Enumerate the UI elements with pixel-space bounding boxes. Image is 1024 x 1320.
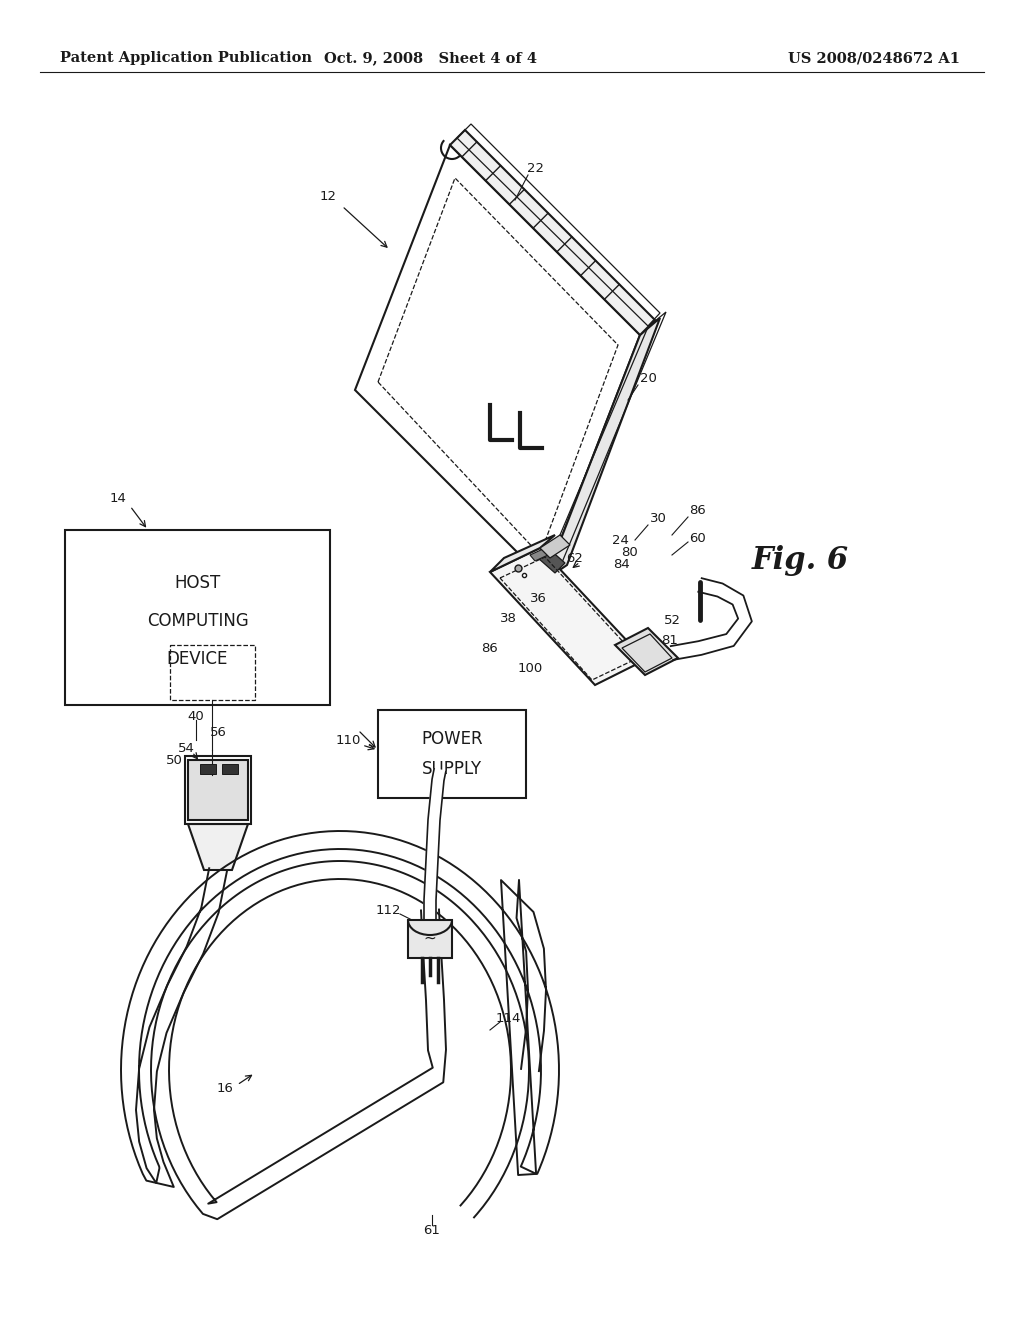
Text: 100: 100 — [517, 661, 543, 675]
Polygon shape — [424, 768, 445, 920]
Polygon shape — [545, 318, 660, 579]
Text: 30: 30 — [649, 511, 667, 524]
Text: 16: 16 — [216, 1081, 233, 1094]
Polygon shape — [355, 145, 640, 579]
Text: Oct. 9, 2008   Sheet 4 of 4: Oct. 9, 2008 Sheet 4 of 4 — [324, 51, 537, 65]
Text: 20: 20 — [640, 371, 656, 384]
Text: 36: 36 — [529, 591, 547, 605]
Polygon shape — [538, 548, 565, 573]
Text: 80: 80 — [622, 546, 638, 560]
Text: Patent Application Publication: Patent Application Publication — [60, 51, 312, 65]
Polygon shape — [490, 535, 555, 572]
Text: COMPUTING: COMPUTING — [146, 612, 249, 630]
Text: ~: ~ — [424, 931, 436, 945]
Text: 81: 81 — [662, 634, 679, 647]
Polygon shape — [121, 832, 559, 1187]
Text: SUPPLY: SUPPLY — [422, 760, 482, 777]
Text: 52: 52 — [664, 614, 681, 627]
Polygon shape — [490, 548, 645, 685]
Text: 112: 112 — [375, 903, 400, 916]
Bar — [200, 764, 216, 774]
Polygon shape — [540, 535, 570, 558]
Polygon shape — [530, 549, 548, 561]
Text: DEVICE: DEVICE — [167, 651, 228, 668]
Text: 24: 24 — [611, 533, 629, 546]
Polygon shape — [188, 824, 248, 870]
Bar — [65, 531, 330, 705]
Bar — [222, 764, 238, 774]
Text: 110: 110 — [335, 734, 360, 747]
Polygon shape — [615, 628, 678, 675]
Polygon shape — [151, 861, 529, 1220]
Text: 54: 54 — [177, 742, 195, 755]
Text: 50: 50 — [166, 754, 182, 767]
Polygon shape — [671, 578, 752, 660]
Bar — [185, 756, 251, 824]
Text: 84: 84 — [613, 558, 631, 572]
Bar — [170, 645, 255, 700]
Text: 22: 22 — [526, 161, 544, 174]
Text: 56: 56 — [210, 726, 226, 738]
Polygon shape — [450, 129, 655, 335]
Text: 86: 86 — [689, 503, 707, 516]
Text: 86: 86 — [481, 642, 499, 655]
Text: Fig. 6: Fig. 6 — [752, 544, 849, 576]
Bar — [378, 710, 526, 799]
Text: 38: 38 — [500, 611, 516, 624]
Text: HOST: HOST — [174, 573, 220, 591]
Text: 40: 40 — [187, 710, 205, 722]
Text: 60: 60 — [689, 532, 707, 544]
Text: POWER: POWER — [421, 730, 482, 748]
Text: 14: 14 — [110, 491, 126, 504]
Text: 61: 61 — [424, 1224, 440, 1237]
Text: 114: 114 — [496, 1011, 520, 1024]
Polygon shape — [188, 760, 248, 820]
Text: 62: 62 — [566, 552, 584, 565]
Bar — [408, 920, 452, 958]
Text: 12: 12 — [319, 190, 337, 202]
Text: US 2008/0248672 A1: US 2008/0248672 A1 — [788, 51, 961, 65]
